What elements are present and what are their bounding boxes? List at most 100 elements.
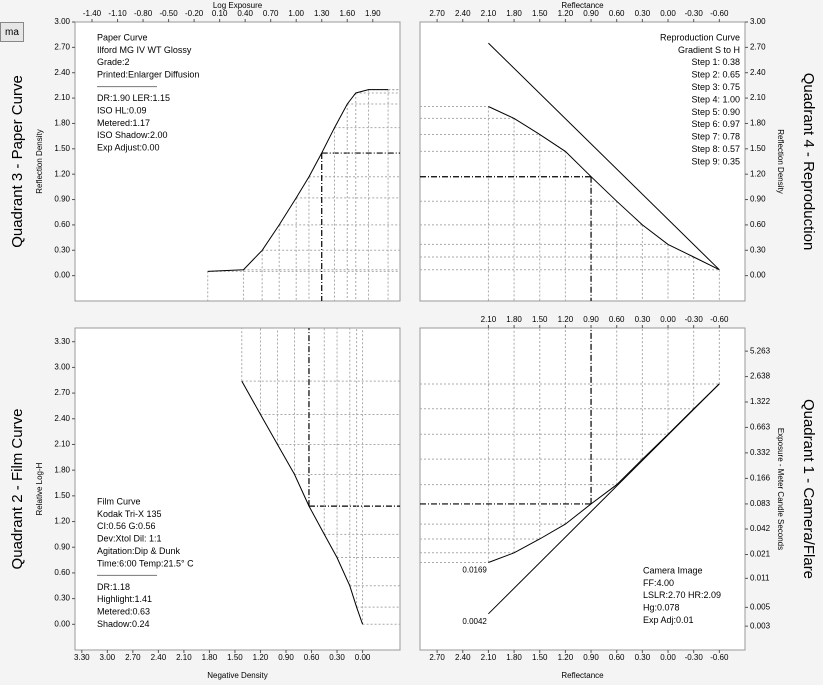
note: Grade:2 <box>97 57 130 67</box>
y-tick-label: 0.30 <box>750 245 766 254</box>
y-tick-label: 2.10 <box>54 93 70 102</box>
x-tick-label: 1.20 <box>558 9 574 18</box>
y-axis-title: Reflection Density <box>35 129 44 193</box>
x-tick-label: 1.60 <box>339 9 355 18</box>
x-tick-label: -0.50 <box>159 9 178 18</box>
y-tick-label: 0.663 <box>750 423 771 432</box>
x-tick-label: -0.30 <box>685 9 704 18</box>
y-tick-label: 2.638 <box>750 372 771 381</box>
note: Metered:0.63 <box>97 607 150 617</box>
y-tick-label: 5.263 <box>750 346 771 355</box>
note: LSLR:2.70 HR:2.09 <box>643 590 721 600</box>
x-tick-label: -0.30 <box>685 653 704 662</box>
curve <box>488 383 720 615</box>
x-axis-title: Reflectance <box>561 671 604 680</box>
x-tick-label: 0.60 <box>609 315 625 324</box>
y-tick-label: 0.90 <box>54 195 70 204</box>
curve <box>488 106 720 271</box>
note: Exp Adjust:0.00 <box>97 143 160 153</box>
y-tick-label: 0.003 <box>750 621 771 630</box>
y-tick-label: 0.60 <box>750 220 766 229</box>
y-tick-label: 0.083 <box>750 499 771 508</box>
y-tick-label: 2.10 <box>750 93 766 102</box>
x-tick-label: -0.60 <box>710 9 729 18</box>
y-tick-label: 0.30 <box>54 594 70 603</box>
curve <box>207 89 389 272</box>
y-tick-label: 0.011 <box>750 573 770 582</box>
y-tick-label: 2.70 <box>54 42 70 51</box>
note: ISO Shadow:2.00 <box>97 130 168 140</box>
y-tick-label: 0.021 <box>750 550 771 559</box>
x-tick-label: 0.70 <box>263 9 279 18</box>
x-tick-label: 0.60 <box>609 9 625 18</box>
y-tick-label: 0.332 <box>750 448 771 457</box>
y-tick-label: 0.30 <box>54 245 70 254</box>
y-axis-title: Reflection Density <box>776 129 785 193</box>
y-tick-label: 1.80 <box>750 119 766 128</box>
note: ISO HL:0.09 <box>97 105 147 115</box>
x-tick-label: -1.10 <box>108 9 127 18</box>
x-tick-label: 1.80 <box>202 653 218 662</box>
quadrant-label: Quadrant 3 - Paper Curve <box>9 75 26 248</box>
x-tick-label: 0.30 <box>329 653 345 662</box>
note: Step 7: 0.78 <box>691 132 740 142</box>
note: Step 6: 0.97 <box>691 119 740 129</box>
y-tick-label: 0.00 <box>54 619 70 628</box>
x-tick-label: -0.60 <box>710 653 729 662</box>
x-tick-label: -0.20 <box>185 9 204 18</box>
x-tick-label: 0.90 <box>583 315 599 324</box>
x-tick-label: 1.90 <box>365 9 381 18</box>
note: Step 9: 0.35 <box>691 156 740 166</box>
note: Hg:0.078 <box>643 603 680 613</box>
x-tick-label: 1.50 <box>532 653 548 662</box>
y-axis-title: Exposure - Meter Candle Seconds <box>776 428 785 550</box>
y-tick-label: 1.20 <box>750 169 766 178</box>
note: Ilford MG IV WT Glossy <box>97 45 192 55</box>
y-tick-label: 0.60 <box>54 568 70 577</box>
note: Step 3: 0.75 <box>691 82 740 92</box>
note: FF:4.00 <box>643 578 674 588</box>
y-tick-label: 3.30 <box>54 337 70 346</box>
note: Camera Image <box>643 565 703 575</box>
note: Highlight:1.41 <box>97 594 152 604</box>
x-tick-label: 0.10 <box>212 9 228 18</box>
x-tick-label: 2.40 <box>455 9 471 18</box>
note: Film Curve <box>97 496 141 506</box>
x-tick-label: 2.40 <box>455 653 471 662</box>
note: Step 8: 0.57 <box>691 144 740 154</box>
x-tick-label: 2.70 <box>429 653 445 662</box>
quadrant-label: Quadrant 1 - Camera/Flare <box>800 399 817 579</box>
note: Paper Curve <box>97 32 148 42</box>
x-tick-label: -0.60 <box>710 315 729 324</box>
y-tick-label: 3.00 <box>750 17 766 26</box>
note: Time:6:00 Temp:21.5° C <box>97 558 194 568</box>
plot-area <box>74 327 401 651</box>
x-tick-label: 0.90 <box>583 9 599 18</box>
x-tick-label: 1.50 <box>532 315 548 324</box>
x-tick-label: 0.90 <box>278 653 294 662</box>
y-tick-label: 2.40 <box>750 68 766 77</box>
y-tick-label: 0.90 <box>54 542 70 551</box>
note: Agitation:Dip & Dunk <box>97 546 181 556</box>
x-tick-label: 0.30 <box>635 315 651 324</box>
y-tick-label: 1.20 <box>54 169 70 178</box>
y-tick-label: 3.00 <box>54 363 70 372</box>
annotation: 0.0042 <box>462 617 487 626</box>
note: Step 2: 0.65 <box>691 70 740 80</box>
x-tick-label: 0.00 <box>660 9 676 18</box>
x-tick-label: 0.60 <box>609 653 625 662</box>
y-tick-label: 2.10 <box>54 440 70 449</box>
y-tick-label: 0.60 <box>54 220 70 229</box>
y-tick-label: 0.042 <box>750 524 771 533</box>
note: Step 5: 0.90 <box>691 107 740 117</box>
x-tick-label: 1.30 <box>314 9 330 18</box>
x-tick-label: 1.20 <box>558 315 574 324</box>
note: CI:0.56 G:0.56 <box>97 521 156 531</box>
toolbar-button[interactable]: ma <box>0 22 24 42</box>
y-tick-label: 2.40 <box>54 414 70 423</box>
note: Reproduction Curve <box>660 32 740 42</box>
x-tick-label: 1.20 <box>253 653 269 662</box>
note: Dev:Xtol Dil: 1:1 <box>97 534 162 544</box>
